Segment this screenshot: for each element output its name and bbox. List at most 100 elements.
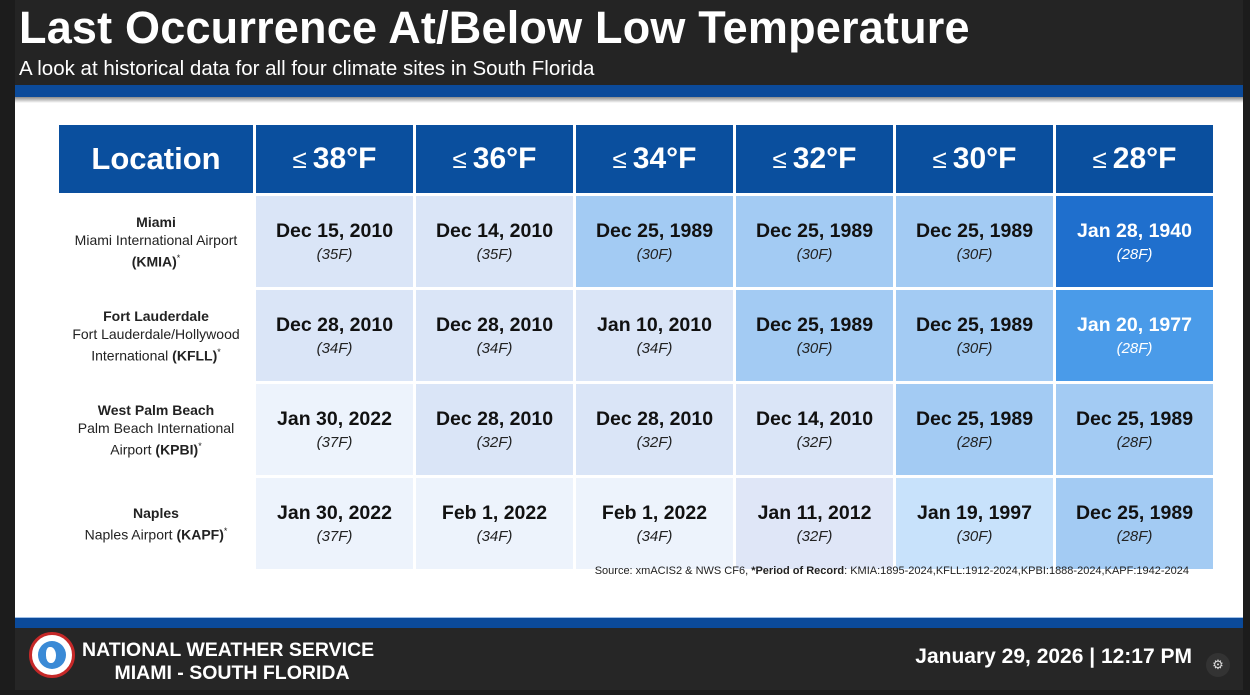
occurrence-date: Jan 19, 1997 [917,502,1032,524]
location-cell: Miami Miami International Airport (KMIA)* [59,196,253,287]
threshold-label: 38°F [312,142,377,175]
occurrence-date: Jan 20, 1977 [1077,314,1192,336]
occurrence-temp: (34F) [316,340,353,357]
location-cell: West Palm Beach Palm Beach International A… [59,384,253,475]
city-name: West Palm Beach [97,401,215,418]
occurrence-cell: Dec 28, 2010 (34F) [256,290,413,381]
occurrence-date: Feb 1, 2022 [601,502,708,524]
location-header: Location [59,125,253,193]
occurrence-date: Dec 25, 1989 [1075,408,1194,430]
less-equal-symbol: ≤ [1092,144,1107,174]
occurrence-temp: (30F) [796,340,833,357]
less-equal-symbol: ≤ [452,144,467,174]
occurrence-cell: Dec 28, 2010 (32F) [416,384,573,475]
airport-name: Naples Airport [84,526,173,543]
bottom-divider-bar [15,617,1243,629]
airport-name-cont: Airport [110,441,152,458]
station-code: (KAPF) [176,526,224,543]
source-prefix: Source: xmACIS2 & NWS CF6, [594,565,752,577]
occurrence-temp: (34F) [636,528,673,545]
station-code: (KMIA) [131,253,177,270]
table-row: West Palm Beach Palm Beach International A… [59,384,1213,475]
occurrence-cell: Jan 20, 1977 (28F) [1056,290,1213,381]
assistant-icon[interactable]: ⚙ [1206,653,1230,677]
occurrence-date: Dec 25, 1989 [915,220,1034,242]
occurrence-cell: Jan 28, 1940 (28F) [1056,196,1213,287]
footnote-mark: * [217,346,221,357]
threshold-header: ≤34°F [576,125,733,193]
occurrence-temp: (32F) [796,434,833,451]
occurrence-cell: Feb 1, 2022 (34F) [576,478,733,569]
threshold-header: ≤38°F [256,125,413,193]
occurrence-cell: Dec 14, 2010 (32F) [736,384,893,475]
occurrence-temp: (32F) [476,434,513,451]
occurrence-cell: Dec 25, 1989 (30F) [736,290,893,381]
org-name: NATIONAL WEATHER SERVICE [82,639,375,661]
occurrence-cell: Jan 19, 1997 (30F) [896,478,1053,569]
station-code: (KFLL) [172,347,218,364]
occurrence-cell: Dec 28, 2010 (34F) [416,290,573,381]
panel-shadow [15,97,1243,103]
occurrence-date: Dec 25, 1989 [755,220,874,242]
occurrence-temp: (30F) [636,246,673,263]
occurrence-temp: (30F) [796,246,833,263]
city-name: Naples [133,504,179,521]
occurrence-cell: Jan 30, 2022 (37F) [256,384,413,475]
footnote-mark: * [223,525,228,536]
less-equal-symbol: ≤ [292,144,307,174]
threshold-label: 30°F [952,142,1017,175]
table-row: Miami Miami International Airport (KMIA)*… [59,196,1213,287]
occurrence-temp: (28F) [1116,246,1153,263]
occurrence-temp: (32F) [796,528,833,545]
footer [15,628,1243,690]
threshold-label: 34°F [632,142,697,175]
occurrence-cell: Dec 25, 1989 (28F) [1056,384,1213,475]
period-of-record-text: : KMIA:1895-2024,KFLL:1912-2024,KPBI:188… [844,565,1189,577]
less-equal-symbol: ≤ [772,144,787,174]
occurrence-temp: (28F) [1116,340,1153,357]
occurrence-cell: Jan 10, 2010 (34F) [576,290,733,381]
occurrence-date: Jan 10, 2010 [597,314,712,336]
airport-name: Fort Lauderdale/Hollywood [72,325,240,342]
airport-name: Miami International Airport [74,231,238,248]
occurrence-cell: Dec 25, 1989 (30F) [896,196,1053,287]
table-row: Naples Naples Airport (KAPF)* Jan 30, 2022… [59,478,1213,569]
occurrence-date: Dec 28, 2010 [275,314,394,336]
occurrence-cell: Dec 25, 1989 (30F) [896,290,1053,381]
occurrence-temp: (34F) [476,340,513,357]
period-of-record-label: *Period of Record [751,565,845,577]
table-header-row: Location ≤38°F ≤36°F ≤34°F ≤32°F ≤30°F ≤28°F [59,125,1213,193]
occurrence-date: Dec 28, 2010 [435,314,554,336]
occurrence-date: Jan 28, 1940 [1077,220,1192,242]
airport-name: Palm Beach International [77,419,235,436]
occurrence-date: Dec 25, 1989 [915,408,1034,430]
occurrence-cell: Dec 28, 2010 (32F) [576,384,733,475]
occurrence-cell: Dec 15, 2010 (35F) [256,196,413,287]
occurrence-date: Jan 11, 2012 [757,502,872,524]
less-equal-symbol: ≤ [612,144,627,174]
occurrence-date: Jan 30, 2022 [277,408,392,430]
threshold-label: 36°F [472,142,537,175]
occurrence-cell: Feb 1, 2022 (34F) [416,478,573,569]
occurrence-temp: (34F) [476,528,513,545]
occurrence-temp: (28F) [1116,434,1153,451]
occurrence-date: Jan 30, 2022 [277,502,392,524]
occurrence-cell: Dec 14, 2010 (35F) [416,196,573,287]
station-code: (KPBI) [155,441,199,458]
source-note: Source: xmACIS2 & NWS CF6, *Period of Re… [595,565,1189,577]
occurrence-cell: Dec 25, 1989 (28F) [896,384,1053,475]
occurrence-temp: (34F) [636,340,673,357]
occurrence-date: Dec 14, 2010 [435,220,554,242]
occurrence-date: Dec 28, 2010 [595,408,714,430]
threshold-label: 32°F [792,142,857,175]
occurrence-temp: (30F) [956,340,993,357]
occurrence-temp: (32F) [636,434,673,451]
top-divider-bar [15,85,1243,97]
threshold-header: ≤36°F [416,125,573,193]
occurrence-temp: (35F) [316,246,353,263]
nws-logo-icon [29,632,75,678]
occurrence-cell: Jan 30, 2022 (37F) [256,478,413,569]
office-name: MIAMI - SOUTH FLORIDA [114,662,350,684]
occurrence-cell: Dec 25, 1989 (30F) [576,196,733,287]
occurrence-temp: (30F) [956,246,993,263]
